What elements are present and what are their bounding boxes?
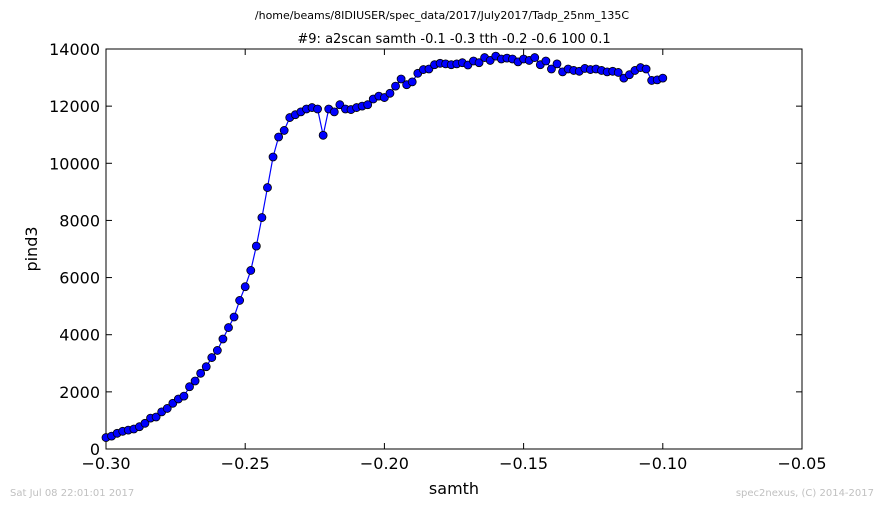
x-tick-label: −0.05 [777,454,826,473]
data-point [196,368,206,378]
data-point [251,241,261,251]
data-point [641,64,651,74]
y-tick-label: 12000 [49,97,100,116]
plot-title: #9: a2scan samth -0.1 -0.3 tth -0.2 -0.6… [297,32,610,47]
x-axis-label: samth [429,479,479,498]
data-point [201,362,211,372]
data-point [385,88,395,98]
y-axis-label: pind3 [22,226,41,271]
x-tick-label: −0.25 [221,454,270,473]
data-point [185,382,194,392]
data-point [257,213,267,222]
data-point [218,334,228,344]
x-tick-label: −0.30 [81,454,130,473]
y-tick-label: 14000 [49,40,100,59]
data-point [613,68,623,77]
data-point [246,266,256,275]
data-point [224,323,233,332]
data-point [329,107,339,117]
data-point [541,56,551,66]
data-point [474,58,484,68]
data-point [235,296,245,305]
data-point [179,391,189,401]
data-point [552,59,562,69]
data-point [151,412,161,422]
y-tick-label: 10000 [49,154,100,173]
data-point [207,353,217,362]
data-point [190,376,200,386]
data-point [396,74,406,84]
data-point [274,132,284,142]
figure-suptitle: /home/beams/8IDIUSER/spec_data/2017/July… [254,9,630,22]
data-point [162,404,172,413]
data-point [391,81,400,91]
data-point [229,312,239,322]
x-tick-label: −0.15 [499,454,548,473]
data-point [212,346,222,355]
data-point [279,126,289,135]
data-point [407,77,417,87]
data-point [140,418,150,428]
data-point [263,183,272,192]
x-tick-label: −0.10 [638,454,687,473]
y-tick-label: 4000 [59,326,100,345]
y-tick-label: 8000 [59,211,100,230]
data-point [658,73,668,83]
footer-date: Sat Jul 08 22:01:01 2017 [10,488,135,499]
data-point [318,130,328,140]
data-point [530,53,540,62]
x-tick-label: −0.20 [360,454,409,473]
data-point [240,282,250,292]
footer-credit: spec2nexus, (C) 2014-2017 [735,488,874,499]
data-point [547,64,556,74]
data-point [313,104,322,114]
data-point [363,100,373,110]
y-tick-label: 2000 [59,383,100,402]
y-tick-label: 0 [90,440,100,459]
data-point [268,152,278,162]
series-line [105,55,663,439]
plot-frame [105,48,803,450]
y-tick-label: 6000 [59,269,100,288]
